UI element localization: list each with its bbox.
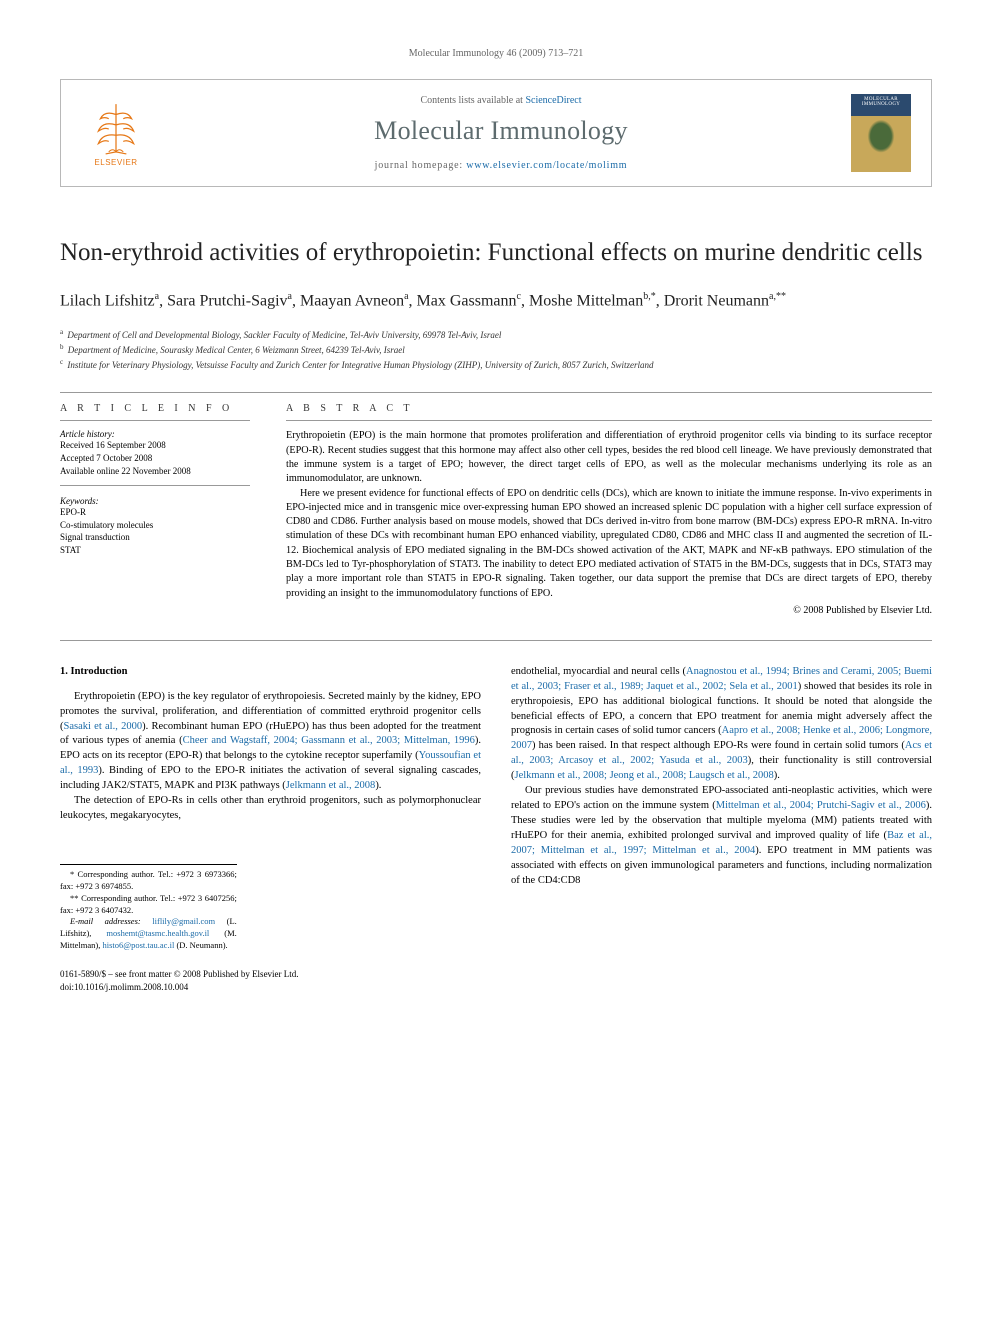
affiliation-line: a Department of Cell and Developmental B… bbox=[60, 327, 932, 342]
affiliation-line: b Department of Medicine, Sourasky Medic… bbox=[60, 342, 932, 357]
footer-doi: doi:10.1016/j.molimm.2008.10.004 bbox=[60, 981, 481, 994]
keyword-item: Signal transduction bbox=[60, 531, 250, 544]
sciencedirect-link[interactable]: ScienceDirect bbox=[525, 95, 581, 106]
contents-prefix: Contents lists available at bbox=[420, 95, 525, 106]
email-label: E-mail addresses: bbox=[70, 916, 141, 926]
body-paragraph: Erythropoietin (EPO) is the key regulato… bbox=[60, 690, 481, 794]
history-label: Article history: bbox=[60, 429, 250, 439]
elsevier-tree-icon bbox=[90, 100, 142, 156]
email-link[interactable]: liflily@gmail.com bbox=[152, 916, 215, 926]
body-col-left: 1. Introduction Erythropoietin (EPO) is … bbox=[60, 665, 481, 993]
citation-link[interactable]: Mittelman et al., 2004; Prutchi-Sagiv et… bbox=[716, 800, 926, 811]
homepage-link[interactable]: www.elsevier.com/locate/molimm bbox=[466, 160, 627, 171]
citation-link[interactable]: Jelkmann et al., 2008 bbox=[286, 780, 376, 791]
affiliation-line: c Institute for Veterinary Physiology, V… bbox=[60, 357, 932, 372]
article-info-pane: A R T I C L E I N F O Article history: R… bbox=[60, 403, 250, 615]
abstract-paragraph: Here we present evidence for functional … bbox=[286, 487, 932, 601]
email-link[interactable]: histo6@post.tau.ac.il bbox=[103, 940, 175, 950]
body-col-right: endothelial, myocardial and neural cells… bbox=[511, 665, 932, 993]
article-title: Non-erythroid activities of erythropoiet… bbox=[60, 237, 932, 269]
history-item: Accepted 7 October 2008 bbox=[60, 452, 250, 465]
abstract-head: A B S T R A C T bbox=[286, 403, 932, 421]
citation-link[interactable]: Cheer and Wagstaff, 2004; Gassmann et al… bbox=[183, 735, 475, 746]
cover-label: MOLECULAR IMMUNOLOGY bbox=[854, 97, 908, 107]
email-link[interactable]: moshemt@tasmc.health.gov.il bbox=[106, 928, 209, 938]
journal-masthead: ELSEVIER Contents lists available at Sci… bbox=[60, 79, 932, 187]
publisher-logo: ELSEVIER bbox=[81, 94, 151, 172]
footnote: ** Corresponding author. Tel.: +972 3 64… bbox=[60, 893, 237, 917]
footnote-emails: E-mail addresses: liflily@gmail.com (L. … bbox=[60, 916, 237, 952]
journal-name: Molecular Immunology bbox=[171, 116, 831, 146]
body-paragraph: endothelial, myocardial and neural cells… bbox=[511, 665, 932, 784]
corresponding-footnotes: * Corresponding author. Tel.: +972 3 697… bbox=[60, 864, 237, 952]
history-item: Received 16 September 2008 bbox=[60, 439, 250, 452]
abstract-pane: A B S T R A C T Erythropoietin (EPO) is … bbox=[286, 403, 932, 615]
authors-line: Lilach Lifshitza, Sara Prutchi-Sagiva, M… bbox=[60, 289, 932, 313]
article-info-head: A R T I C L E I N F O bbox=[60, 403, 250, 421]
keyword-item: Co-stimulatory molecules bbox=[60, 519, 250, 532]
keyword-item: STAT bbox=[60, 544, 250, 557]
citation-link[interactable]: Jelkmann et al., 2008; Jeong et al., 200… bbox=[515, 770, 774, 781]
history-item: Available online 22 November 2008 bbox=[60, 465, 250, 478]
footnote: * Corresponding author. Tel.: +972 3 697… bbox=[60, 869, 237, 893]
body-paragraph: The detection of EPO-Rs in cells other t… bbox=[60, 794, 481, 824]
abstract-paragraph: Erythropoietin (EPO) is the main hormone… bbox=[286, 429, 932, 486]
body-paragraph: Our previous studies have demonstrated E… bbox=[511, 784, 932, 888]
homepage-line: journal homepage: www.elsevier.com/locat… bbox=[171, 160, 831, 171]
publisher-name: ELSEVIER bbox=[94, 158, 137, 167]
contents-line: Contents lists available at ScienceDirec… bbox=[171, 95, 831, 106]
keywords-label: Keywords: bbox=[60, 496, 250, 506]
abstract-copyright: © 2008 Published by Elsevier Ltd. bbox=[286, 605, 932, 616]
divider bbox=[60, 640, 932, 641]
citation-link[interactable]: Sasaki et al., 2000 bbox=[64, 721, 143, 732]
homepage-prefix: journal homepage: bbox=[375, 160, 467, 171]
page-footer: 0161-5890/$ – see front matter © 2008 Pu… bbox=[60, 968, 481, 993]
divider bbox=[60, 392, 932, 393]
footer-line: 0161-5890/$ – see front matter © 2008 Pu… bbox=[60, 968, 481, 981]
section-heading: 1. Introduction bbox=[60, 665, 481, 680]
running-head: Molecular Immunology 46 (2009) 713–721 bbox=[60, 48, 932, 59]
journal-cover-thumb: MOLECULAR IMMUNOLOGY bbox=[851, 94, 911, 172]
keyword-item: EPO-R bbox=[60, 506, 250, 519]
affiliations: a Department of Cell and Developmental B… bbox=[60, 327, 932, 372]
